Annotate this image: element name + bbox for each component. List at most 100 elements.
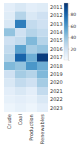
tick: 2021 bbox=[48, 88, 63, 94]
heatmap-cell bbox=[37, 104, 48, 112]
heatmap-cell bbox=[4, 45, 15, 53]
heatmap-cell bbox=[15, 79, 26, 87]
heatmap-cell bbox=[15, 95, 26, 103]
tick: 40 bbox=[68, 35, 76, 40]
tick-label: 60 bbox=[71, 24, 77, 29]
colorbar bbox=[64, 3, 68, 60]
heatmap-cell bbox=[26, 20, 37, 28]
axis-line bbox=[5, 112, 49, 113]
heatmap-cell bbox=[15, 53, 26, 61]
tick-label: 2012 bbox=[50, 12, 63, 18]
tick-label: 2023 bbox=[50, 105, 63, 111]
heatmap-cell bbox=[26, 11, 37, 19]
heatmap-cell bbox=[4, 79, 15, 87]
tick: 2018 bbox=[48, 63, 63, 69]
heatmap-cell bbox=[26, 79, 37, 87]
heatmap-cell bbox=[4, 70, 15, 78]
tick: 60 bbox=[68, 24, 76, 29]
heatmap-cell bbox=[26, 53, 37, 61]
tick-label: Coal bbox=[17, 114, 23, 125]
tick-label: 2011 bbox=[50, 4, 63, 10]
heatmap-cell bbox=[37, 37, 48, 45]
heatmap-cell bbox=[37, 95, 48, 103]
heatmap-cell bbox=[4, 37, 15, 45]
heatmap-cell bbox=[26, 104, 37, 112]
tick: Crude bbox=[6, 112, 12, 129]
tick-label: 2014 bbox=[50, 29, 63, 35]
chart: 2011201220132014201520162017201820192020… bbox=[0, 0, 83, 150]
heatmap-cell bbox=[26, 45, 37, 53]
heatmap-cell bbox=[37, 20, 48, 28]
heatmap-cell bbox=[15, 37, 26, 45]
heatmap-cell bbox=[15, 104, 26, 112]
axis-line bbox=[69, 4, 70, 61]
heatmap-cell bbox=[4, 3, 15, 11]
heatmap-cell bbox=[26, 95, 37, 103]
heatmap-cell bbox=[15, 70, 26, 78]
tick-label: 2019 bbox=[50, 71, 63, 77]
heatmap-cell bbox=[26, 70, 37, 78]
heatmap-cell bbox=[26, 62, 37, 70]
tick: 2012 bbox=[48, 12, 63, 18]
tick-mark bbox=[68, 14, 70, 15]
heatmap-cell bbox=[26, 3, 37, 11]
tick-mark bbox=[68, 26, 70, 27]
tick: 2017 bbox=[48, 54, 63, 60]
tick: 2022 bbox=[48, 96, 63, 102]
tick-label: 2018 bbox=[50, 63, 63, 69]
heatmap-cell bbox=[4, 87, 15, 95]
tick: 2014 bbox=[48, 29, 63, 35]
heatmap-cell bbox=[37, 79, 48, 87]
tick: Coal bbox=[17, 112, 23, 125]
heatmap-cell bbox=[37, 87, 48, 95]
heatmap-cell bbox=[4, 28, 15, 36]
heatmap-cell bbox=[37, 28, 48, 36]
tick-label: 2015 bbox=[50, 37, 63, 43]
x-axis: Crude Coal Production Renewables bbox=[5, 112, 49, 144]
heatmap-cell bbox=[4, 11, 15, 19]
heatmap-cell bbox=[37, 45, 48, 53]
heatmap-cell bbox=[15, 28, 26, 36]
tick-label: 2022 bbox=[50, 96, 63, 102]
cells bbox=[4, 3, 48, 112]
heatmap-cell bbox=[4, 53, 15, 61]
heatmap-cell bbox=[4, 95, 15, 103]
y-axis: 2011 2012 2013 2014 2015 2016 2017 2018 2019 2020… bbox=[48, 4, 63, 113]
heatmap-cell bbox=[15, 3, 26, 11]
tick-label: 20 bbox=[71, 47, 77, 52]
tick: 80 bbox=[68, 12, 76, 17]
heatmap-cell bbox=[26, 87, 37, 95]
tick: 2020 bbox=[48, 79, 63, 85]
heatmap-cell bbox=[37, 70, 48, 78]
tick-mark bbox=[68, 49, 70, 50]
heatmap-cell bbox=[15, 62, 26, 70]
tick-label: Crude bbox=[6, 114, 12, 129]
tick-label: 40 bbox=[71, 35, 77, 40]
tick: 2023 bbox=[48, 105, 63, 111]
heatmap-cell bbox=[37, 53, 48, 61]
heatmap-cell bbox=[37, 3, 48, 11]
tick-label: 2021 bbox=[50, 88, 63, 94]
heatmap-cell bbox=[26, 37, 37, 45]
tick: Renewables bbox=[39, 112, 45, 144]
heatmap-cell bbox=[4, 20, 15, 28]
tick: 2011 bbox=[48, 4, 63, 10]
axis-line bbox=[48, 4, 49, 113]
heatmap-cell bbox=[15, 87, 26, 95]
heatmap-cell bbox=[15, 11, 26, 19]
heatmap-cell bbox=[37, 11, 48, 19]
tick: 2016 bbox=[48, 46, 63, 52]
tick: 2013 bbox=[48, 21, 63, 27]
tick-label: 2013 bbox=[50, 21, 63, 27]
heatmap-cell bbox=[15, 45, 26, 53]
heatmap-cell bbox=[4, 104, 15, 112]
tick: 2019 bbox=[48, 71, 63, 77]
heatmap-cell bbox=[37, 62, 48, 70]
tick: 2015 bbox=[48, 37, 63, 43]
tick-label: Production bbox=[28, 114, 34, 141]
heatmap-cell bbox=[4, 62, 15, 70]
colorbar-axis: 20 40 60 80 bbox=[68, 4, 76, 61]
tick-label: 2017 bbox=[50, 54, 63, 60]
tick: 20 bbox=[68, 47, 76, 52]
heatmap-cell bbox=[15, 20, 26, 28]
